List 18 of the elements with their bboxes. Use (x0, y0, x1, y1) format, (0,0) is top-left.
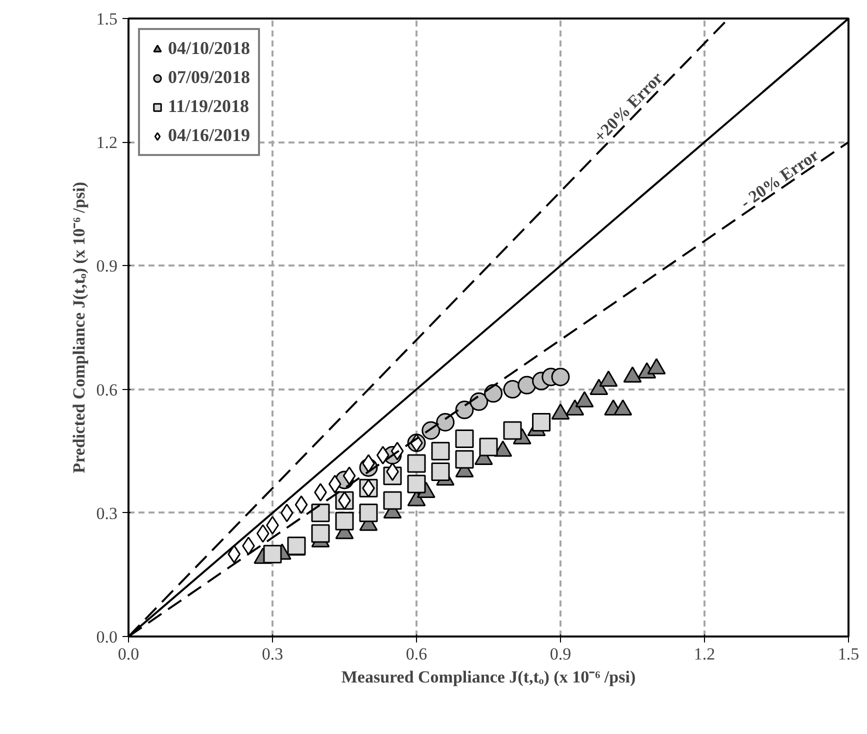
x-axis-title: Measured Compliance J(t,tₒ) (x 10⁻⁶ /psi) (341, 668, 636, 686)
y-tick-label: 0.3 (96, 504, 118, 523)
y-tick-label: 1.5 (96, 10, 118, 28)
y-tick-label: 0.0 (96, 628, 118, 646)
legend-label: 07/09/2018 (168, 67, 250, 88)
y-tick-label: 0.6 (96, 380, 118, 400)
x-tick-label: 1.5 (838, 644, 860, 664)
legend-label: 04/16/2019 (168, 125, 250, 146)
x-tick-label: 0.0 (118, 644, 140, 664)
legend-label: 04/10/2018 (168, 38, 250, 59)
x-tick-label: 0.9 (550, 644, 572, 664)
x-tick-label: 1.2 (694, 644, 716, 664)
x-tick-label: 0.6 (406, 644, 428, 664)
y-tick-label: 1.2 (96, 133, 118, 152)
x-tick-label: 0.3 (262, 644, 284, 664)
y-axis-title: Predicted Compliance J(t,tₒ) (x 10⁻⁶ /psi) (69, 182, 88, 474)
legend-label: 11/19/2018 (168, 96, 250, 117)
y-tick-label: 0.9 (96, 256, 118, 276)
